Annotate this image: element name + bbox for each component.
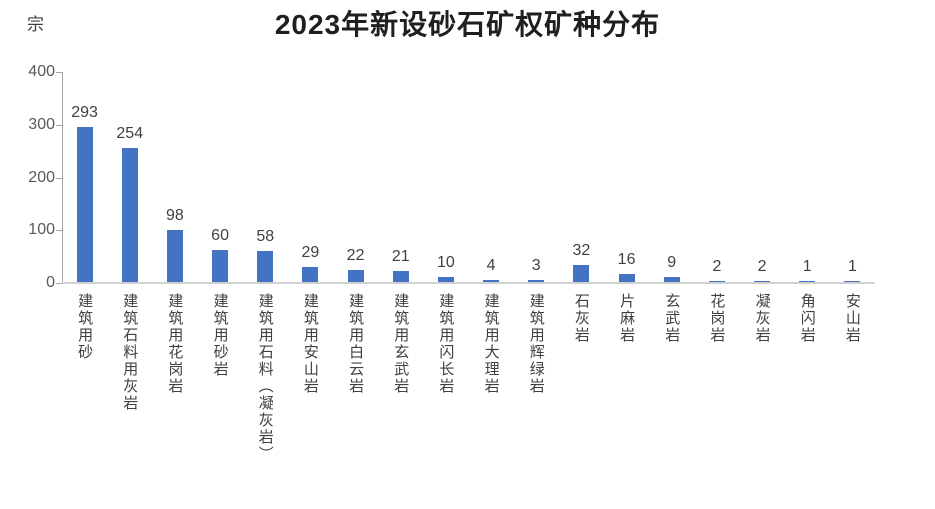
chart-title: 2023年新设砂石矿权矿种分布 [274, 9, 661, 40]
y-axis-tick-label: 100 [28, 221, 55, 239]
category-label: 建筑用白云岩 [347, 293, 365, 395]
bar-value-label: 9 [667, 254, 677, 271]
bar-value-label: 29 [301, 244, 320, 261]
bar-value-label: 58 [256, 228, 275, 245]
y-axis-tick-mark [56, 177, 62, 179]
category-label: 建筑用辉绿岩 [527, 293, 545, 395]
bar-value-label: 4 [486, 257, 496, 274]
bar-安山岩 [844, 281, 861, 282]
bar-value-label: 22 [346, 247, 365, 264]
bar-value-label: 32 [572, 242, 591, 259]
x-axis-line [62, 282, 875, 284]
bar-建筑用石料（凝灰岩） [257, 251, 274, 282]
y-axis-tick-label: 400 [28, 63, 55, 80]
y-axis-tick-mark [56, 230, 62, 232]
bar-建筑石料用灰岩 [121, 148, 138, 282]
bar-建筑用砂 [76, 127, 93, 282]
category-label: 建筑用砂 [76, 293, 94, 361]
category-label: 石灰岩 [572, 293, 590, 344]
bar-value-label: 98 [166, 207, 184, 224]
category-label: 建筑用砂岩 [211, 293, 229, 378]
y-axis-tick-mark [56, 283, 62, 284]
category-label: 建筑用安山岩 [301, 293, 319, 395]
category-label: 玄武岩 [663, 293, 681, 344]
bar-建筑用玄武岩 [392, 271, 409, 282]
category-label: 建筑石料用灰岩 [121, 293, 139, 412]
y-axis-tick-label: 0 [46, 274, 55, 291]
bar-角闪岩 [799, 281, 816, 282]
y-axis-tick-mark [56, 72, 62, 73]
bar-建筑用花岗岩 [166, 230, 183, 282]
category-label: 凝灰岩 [753, 293, 771, 344]
bar-value-label: 60 [211, 227, 229, 244]
bar-value-label: 2 [712, 258, 722, 275]
bar-value-label: 2 [757, 258, 767, 275]
y-axis-tick-mark [56, 124, 62, 126]
bar-建筑用安山岩 [302, 267, 319, 282]
y-axis-line [62, 72, 63, 283]
y-axis-tick-label: 200 [28, 168, 55, 186]
category-label: 建筑用石料（凝灰岩） [256, 293, 274, 463]
category-label: 建筑用大理岩 [482, 293, 500, 395]
y-axis-tick-label: 300 [28, 115, 55, 133]
bar-玄武岩 [663, 277, 680, 282]
category-label: 安山岩 [843, 293, 861, 344]
bar-石灰岩 [573, 265, 590, 282]
bar-value-label: 1 [802, 258, 812, 275]
category-label: 花岗岩 [708, 293, 726, 344]
category-label: 角闪岩 [798, 293, 816, 344]
category-label: 片麻岩 [618, 293, 636, 344]
bar-凝灰岩 [754, 281, 771, 282]
bar-value-label: 10 [437, 254, 455, 271]
bar-建筑用砂岩 [212, 250, 229, 282]
bar-value-label: 3 [531, 257, 541, 274]
bar-value-label: 293 [71, 104, 98, 121]
bar-片麻岩 [618, 274, 635, 282]
bar-value-label: 1 [847, 258, 857, 275]
bar-建筑用闪长岩 [437, 277, 454, 282]
bar-建筑用大理岩 [483, 280, 500, 282]
category-label: 建筑用花岗岩 [166, 293, 184, 395]
bar-花岗岩 [708, 281, 725, 282]
bar-value-label: 16 [617, 251, 636, 268]
category-label: 建筑用玄武岩 [392, 293, 410, 395]
y-axis-unit-label: 宗 [27, 15, 44, 34]
category-label: 建筑用闪长岩 [437, 293, 455, 395]
bar-value-label: 254 [116, 125, 144, 142]
bar-建筑用辉绿岩 [528, 280, 545, 282]
bar-value-label: 21 [391, 248, 410, 265]
bar-建筑用白云岩 [347, 270, 364, 282]
